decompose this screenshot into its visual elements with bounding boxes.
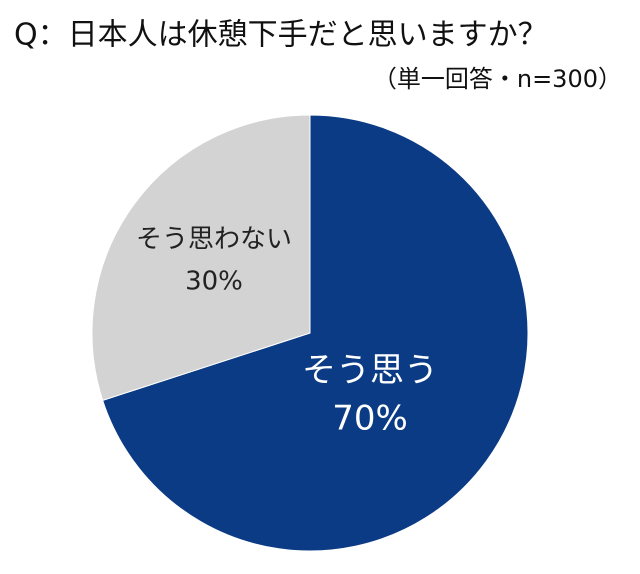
pie-slice: [91, 114, 311, 401]
slice-label: そう思う: [302, 351, 438, 391]
chart-title: Q：日本人は休憩下手だと思いますか？: [14, 18, 548, 53]
value-label: 30%: [185, 267, 243, 297]
pie-slice: [102, 114, 529, 552]
value-label: 70%: [332, 399, 408, 439]
chart-subtitle: （単一回答・n=300）: [373, 65, 622, 93]
slice-label: そう思わない: [136, 225, 292, 255]
